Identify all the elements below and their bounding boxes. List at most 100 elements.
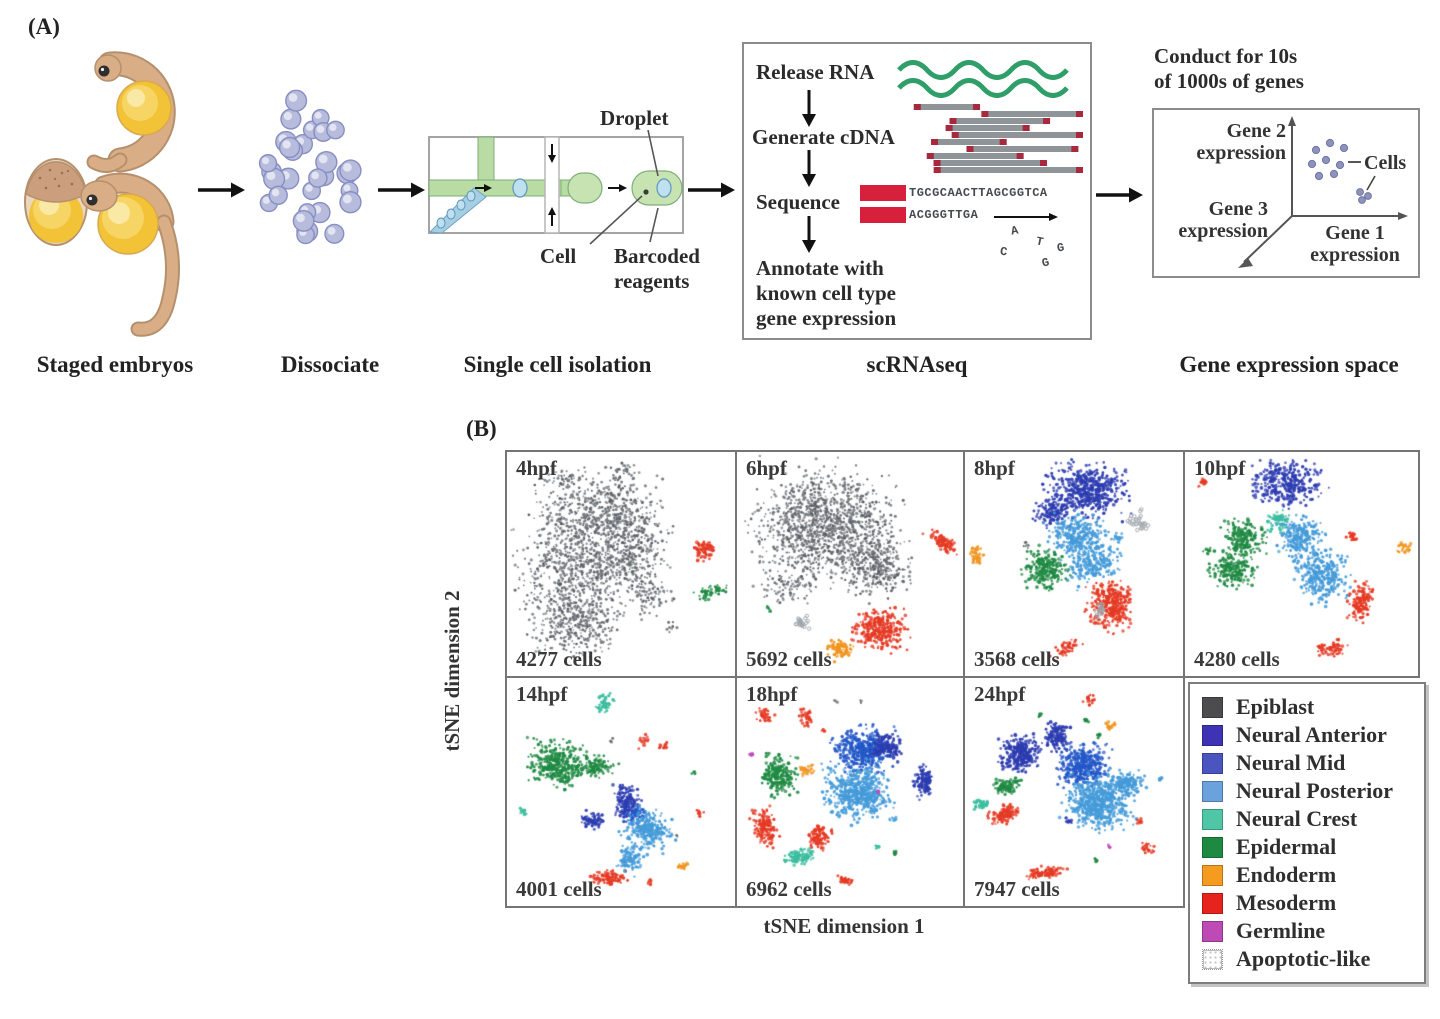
legend-swatch-germline [1202,920,1223,942]
barcode-block [860,185,906,201]
plot-cell-count: 3568 cells [974,647,1060,671]
legend-item: Endoderm [1202,861,1412,889]
caption-single-cell-isolation: Single cell isolation [463,352,652,377]
gene3-axis-label: Gene 3 expression [1178,198,1268,242]
barcode-block [860,207,906,223]
tsne-plot-14hpf: 14hpf 4001 cells [505,676,737,908]
legend-swatch-endoderm [1202,864,1223,886]
loose-base: G [1056,240,1066,256]
plot-timepoint: 18hpf [746,682,798,706]
legend-label: Endoderm [1236,862,1337,887]
cells-label: Cells [1364,152,1407,174]
legend-item: Apoptotic-like [1202,945,1412,973]
arrow-right-icon [378,182,425,198]
legend-label: Neural Posterior [1236,778,1393,803]
conduct-note-line2: of 1000s of genes [1154,69,1304,93]
tsne-canvas [507,678,735,906]
legend-item: Mesoderm [1202,889,1412,917]
sequence-read-1: TGCGCAACTTAGCGGTCA [860,185,1048,201]
sequence-read-2: ACGGGTTGA [860,207,978,223]
rna-strands-icon [897,60,1069,98]
read1-text: TGCGCAACTTAGCGGTCA [909,186,1048,200]
legend-swatch-neural-crest [1202,808,1223,830]
staged-embryos-illustration [24,51,180,337]
dissociated-cells-illustration [258,89,362,245]
caption-dissociate: Dissociate [280,352,380,377]
plot-timepoint: 6hpf [746,456,787,480]
arrow-right-icon [1096,187,1143,203]
step-annotate: Annotate with known cell type gene expre… [756,256,897,330]
arrow-down-icon [802,150,816,187]
plot-cell-count: 7947 cells [974,877,1060,901]
plot-timepoint: 4hpf [516,456,557,480]
tsne-plot-10hpf: 10hpf 4280 cells [1183,450,1420,678]
gene2-axis-label: Gene 2 expression [1196,120,1286,164]
legend-label: Neural Anterior [1236,722,1387,747]
caption-scrnaseq: scRNAseq [866,352,968,377]
cdna-fragments-icon [913,104,1083,173]
legend-swatch-neural-mid [1202,752,1223,774]
tsne-plot-4hpf: 4hpf 4277 cells [505,450,737,678]
loose-base: T [1034,234,1045,250]
panel-a-label: (A) [28,14,60,39]
gene-axes-illustration [1238,116,1408,268]
tsne-x-axis-label: tSNE dimension 1 [763,914,925,938]
plot-cell-count: 5692 cells [746,647,832,671]
gene-expression-box: Gene 2 expression Gene 3 expression Gene… [1152,108,1420,278]
extension-arrow-icon [994,213,1058,221]
legend-item: Epidermal [1202,833,1412,861]
tsne-plot-6hpf: 6hpf 5692 cells [735,450,965,678]
plot-timepoint: 10hpf [1194,456,1246,480]
legend-label: Germline [1236,918,1326,943]
legend-swatch-mesoderm [1202,892,1223,914]
step-release-rna: Release RNA [756,60,875,84]
plot-cell-count: 4277 cells [516,647,602,671]
legend-label: Epidermal [1236,834,1337,859]
tsne-y-axis-label: tSNE dimension 2 [440,590,464,752]
tsne-canvas [965,452,1183,676]
loose-base: G [1040,255,1051,271]
barcoded-reagents-label: Barcoded reagents [614,244,700,293]
read2-text: ACGGGTTGA [909,208,979,222]
step-generate-cdna: Generate cDNA [752,125,895,149]
legend-item: Germline [1202,917,1412,945]
caption-staged-embryos: Staged embryos [36,352,194,377]
legend-item: Neural Crest [1202,805,1412,833]
plot-cell-count: 4280 cells [1194,647,1280,671]
arrow-right-icon [688,182,735,198]
legend-swatch-epidermal [1202,836,1223,858]
legend-swatch-epiblast [1202,696,1223,718]
scrnaseq-box: Release RNA Generate cDNA Sequence TGCGC… [742,42,1092,340]
microfluidic-device-illustration [428,136,684,234]
tsne-canvas [737,678,963,906]
tsne-canvas [1185,452,1418,676]
legend-item: Neural Mid [1202,749,1412,777]
arrow-down-icon [802,90,816,127]
legend-label: Neural Mid [1236,750,1346,775]
loose-base: C [999,244,1009,260]
gene1-axis-label: Gene 1 expression [1310,222,1400,266]
tsne-canvas [507,452,735,676]
legend-item: Neural Anterior [1202,721,1412,749]
panel-b-label: (B) [466,416,497,441]
legend-label: Apoptotic-like [1236,946,1371,971]
plot-timepoint: 14hpf [516,682,568,706]
tsne-plot-18hpf: 18hpf 6962 cells [735,676,965,908]
plot-timepoint: 24hpf [974,682,1026,706]
cell-type-legend: Epiblast Neural Anterior Neural Mid Neur… [1188,682,1426,984]
legend-swatch-neural-posterior [1202,780,1223,802]
step-sequence: Sequence [756,190,840,214]
legend-label: Epiblast [1236,694,1315,719]
droplet-label: Droplet [600,106,669,130]
cell-label: Cell [540,244,577,268]
plot-cell-count: 6962 cells [746,877,832,901]
legend-item: Epiblast [1202,693,1412,721]
legend-label: Neural Crest [1236,806,1358,831]
tsne-canvas [737,452,963,676]
legend-label: Mesoderm [1236,890,1337,915]
loose-base: A [1009,223,1020,239]
plot-timepoint: 8hpf [974,456,1015,480]
legend-swatch-neural-anterior [1202,724,1223,746]
caption-gene-expression-space: Gene expression space [1179,352,1399,377]
